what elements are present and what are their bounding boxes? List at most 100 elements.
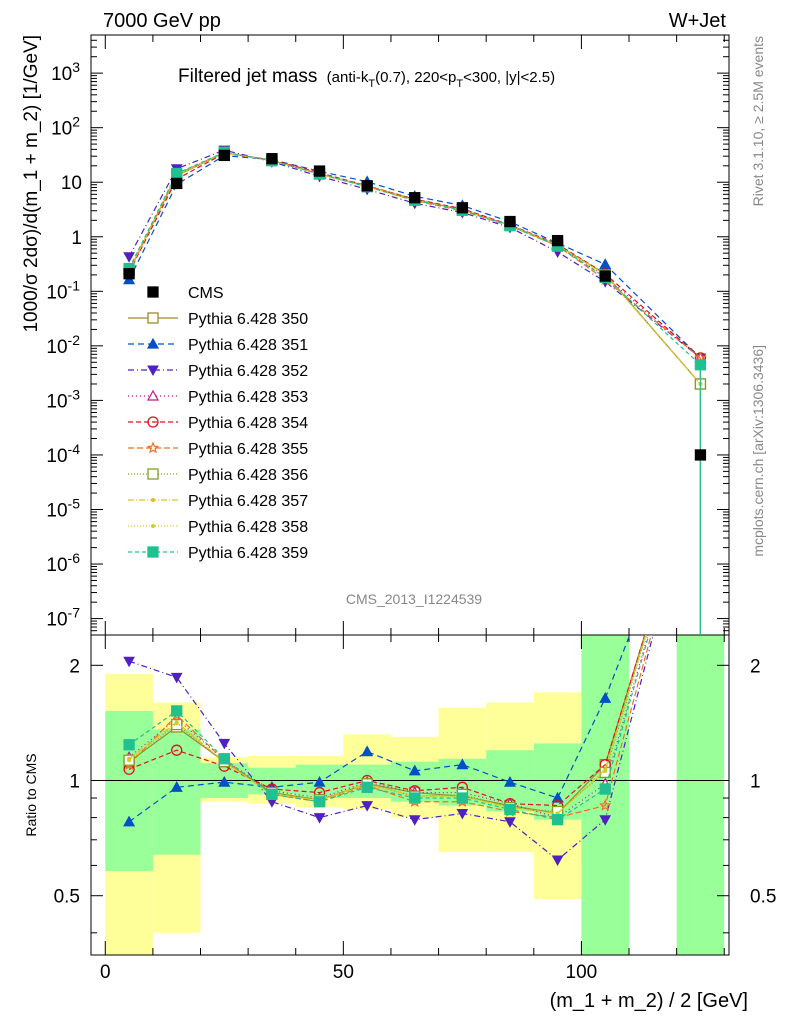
ratio-point (123, 656, 135, 668)
y-tick-label: 10-4 (46, 441, 80, 467)
legend-entry-CMS: CMS (147, 285, 224, 302)
legend-entry-356: Pythia 6.428 356 (128, 467, 308, 484)
plot-title-sub2: T (456, 78, 463, 90)
y-axis-label: 1000/σ 2dσ)/d(m_1 + m_2) [1/GeV] (21, 35, 42, 333)
ratio-point (361, 745, 374, 757)
series-line (128, 151, 701, 359)
legend-entry-352: Pythia 6.428 352 (128, 363, 308, 380)
ratio-point (551, 791, 564, 803)
series-line (128, 149, 701, 359)
series-line (128, 151, 701, 366)
ratio-point (456, 808, 469, 820)
ratio-point (456, 758, 469, 770)
data-point (123, 268, 135, 280)
x-tick-label: 0 (100, 962, 111, 983)
data-point (504, 215, 516, 228)
y-tick-label: 10-2 (46, 332, 80, 358)
ratio-point (170, 672, 183, 684)
legend-label: Pythia 6.428 358 (188, 519, 308, 536)
legend-marker (151, 498, 155, 502)
legend-label: Pythia 6.428 350 (188, 311, 308, 328)
legend-marker (147, 546, 159, 558)
legend-entry-358: Pythia 6.428 358 (128, 519, 308, 536)
ratio-tick-label: 1 (69, 772, 80, 793)
ratio-point (361, 801, 373, 812)
legend-label: Pythia 6.428 356 (188, 467, 308, 484)
data-point (599, 270, 611, 282)
ratio-point (313, 775, 326, 787)
legend-label: CMS (188, 285, 224, 302)
legend-marker (146, 441, 160, 454)
ratio-point (218, 753, 230, 765)
data-point (171, 177, 183, 190)
y-tick-label: 10-3 (46, 386, 80, 412)
legend-marker (147, 365, 159, 377)
band-inner-bin (581, 635, 630, 955)
ratio-point (551, 855, 564, 866)
ratio-tick-label: 0.5 (54, 887, 80, 908)
ratio-line (128, 635, 650, 821)
legend-marker (146, 337, 160, 349)
ratio-point (171, 705, 183, 717)
ratio-point (123, 739, 135, 751)
watermark: CMS_2013_I1224539 (346, 591, 482, 607)
legend-label: Pythia 6.428 359 (188, 545, 308, 562)
side-label-mcplots: mcplots.cern.ch [arXiv:1306.3436] (750, 345, 766, 557)
series-line (128, 155, 701, 359)
plot-title-sub-post: <300, |y|<2.5) (463, 69, 555, 86)
ratio-point (551, 814, 564, 826)
ratio-line (128, 635, 652, 819)
ratio-point (599, 783, 611, 795)
series-point (599, 258, 612, 269)
legend-entry-353: Pythia 6.428 353 (128, 389, 308, 406)
legend-entry-355: Pythia 6.428 355 (128, 441, 308, 458)
ratio-point (603, 768, 608, 773)
main-plot-frame (90, 34, 730, 636)
axis-ticks: 10-7 10-6 10-5 10-4 10-3 10-2 10-1 1 10 102 103 0 50… (46, 34, 776, 983)
data-point (551, 234, 564, 247)
data-point (456, 202, 469, 214)
ratio-point (504, 803, 516, 816)
legend-label: Pythia 6.428 355 (188, 441, 308, 458)
ratio-point (503, 775, 517, 787)
ratio-point (408, 815, 421, 826)
header-right: W+Jet (669, 10, 727, 32)
ratio-point (599, 799, 612, 811)
ratio-plot-frame (90, 634, 730, 956)
x-tick-label: 50 (333, 962, 354, 983)
legend-entry-351: Pythia 6.428 351 (128, 337, 308, 354)
legend-label: Pythia 6.428 354 (188, 415, 308, 432)
y-tick-label: 102 (51, 114, 80, 140)
header-left: 7000 GeV pp (103, 10, 221, 32)
ratio-point (266, 788, 278, 801)
ratio-tick-label: 2 (69, 656, 80, 677)
ratio-point (504, 817, 516, 828)
x-axis-label: (m_1 + m_2) / 2 [GeV] (550, 990, 748, 1012)
data-point (313, 165, 326, 177)
data-point (694, 449, 707, 461)
side-label-rivet: Rivet 3.1.10, ≥ 2.5M events (750, 36, 766, 206)
y-tick-label: 103 (51, 59, 80, 85)
ratio-point (127, 758, 132, 763)
ratio-line (128, 635, 647, 815)
ratio-point (599, 692, 612, 703)
plot-title: Filtered jet mass (anti-kT(0.7), 220<pT<… (178, 66, 555, 90)
legend-entry-350: Pythia 6.428 350 (128, 311, 308, 328)
ratio-y-axis-label: Ratio to CMS (23, 753, 39, 836)
band-inner-bin (152, 729, 201, 855)
series-point (123, 252, 135, 263)
ratio-point (313, 796, 326, 808)
ratio-line (128, 635, 654, 861)
ratio-point (313, 813, 326, 824)
ratio-point (123, 815, 136, 827)
ratio-tick-label: 2 (750, 656, 761, 677)
legend-marker (147, 468, 159, 480)
band-inner-bin (105, 710, 153, 872)
legend: CMS Pythia 6.428 350 Pythia 6.428 351 Pythi… (128, 285, 308, 562)
band-inner-bin (676, 635, 725, 955)
ratio-point (170, 781, 183, 792)
ratio-series (122, 635, 654, 866)
ratio-point (218, 738, 231, 750)
ratio-point (409, 792, 421, 804)
